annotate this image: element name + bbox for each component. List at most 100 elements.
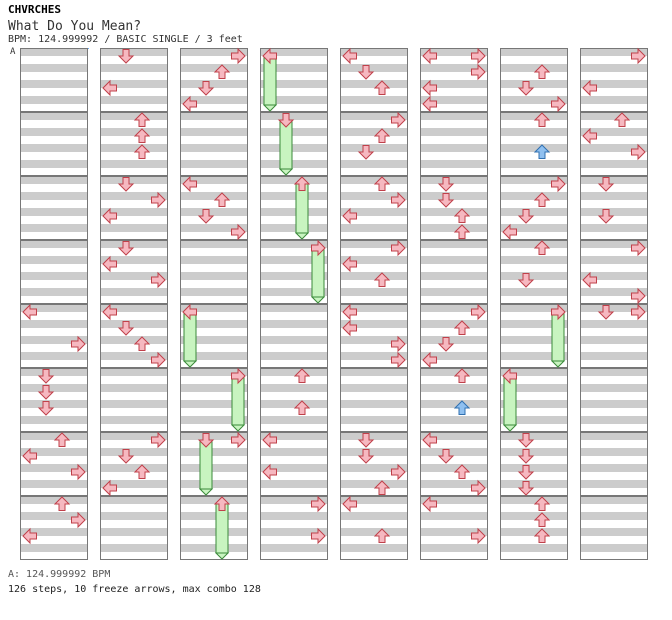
step-arrow-right [231,367,246,385]
step-arrow-left [182,95,197,113]
step-arrow-right [551,303,566,321]
step-arrow-up [213,192,231,207]
step-arrow-right [631,47,646,65]
freeze-body [295,183,309,234]
step-arrow-down [117,49,135,64]
step-arrow-right [551,95,566,113]
step-arrow-up [533,192,551,207]
freeze-body [215,503,229,554]
step-arrow-right [391,191,406,209]
step-arrow-right [231,431,246,449]
bpm-summary: A: 124.999992 BPM [8,569,111,580]
freeze-tail [230,424,246,432]
step-arrow-down [517,449,535,464]
measure-box [500,496,568,560]
step-arrow-left [422,79,437,97]
step-arrow-left [102,303,117,321]
step-arrow-down [517,465,535,480]
step-arrow-up [373,128,391,143]
step-arrow-right [471,527,486,545]
step-arrow-left [182,303,197,321]
measure-box [340,176,408,240]
step-arrow-right [551,175,566,193]
step-arrow-left [262,463,277,481]
measure-box [420,112,488,176]
step-arrow-left [422,495,437,513]
step-arrow-left [342,495,357,513]
freeze-tail [262,104,278,112]
artist-name: CHVRCHES [8,3,61,16]
step-arrow-up [613,112,631,127]
measure-box [20,368,88,432]
measure-box [20,432,88,496]
step-arrow-down [517,433,535,448]
step-arrow-up [453,368,471,383]
step-arrow-down [37,385,55,400]
step-arrow-left [102,207,117,225]
step-arrow-up [53,432,71,447]
step-arrow-up [213,64,231,79]
step-arrow-down [357,65,375,80]
bpm-marker-label: A [10,47,16,57]
step-arrow-left [502,367,517,385]
step-arrow-right [311,239,326,257]
freeze-tail [278,168,294,176]
step-arrow-left [422,431,437,449]
step-arrow-left [102,79,117,97]
measure-box [180,496,248,560]
step-arrow-up [293,400,311,415]
step-arrow-right [231,223,246,241]
step-arrow-left [262,47,277,65]
step-arrow-up [133,112,151,127]
step-arrow-down [117,321,135,336]
step-arrow-down [437,337,455,352]
measure-box [420,368,488,432]
step-arrow-up [533,64,551,79]
step-arrow-left [342,303,357,321]
measure-box [100,48,168,112]
measure-box [180,432,248,496]
step-arrow-left [102,255,117,273]
step-arrow-up [293,176,311,191]
step-arrow-up [53,496,71,511]
measure-box [100,240,168,304]
measure-box [500,112,568,176]
step-arrow-up [213,496,231,511]
measure-box [260,368,328,432]
step-arrow-left [502,223,517,241]
measure-box [100,496,168,560]
step-arrow-right [71,463,86,481]
song-title: What Do You Mean? [8,19,142,34]
step-arrow-down [517,81,535,96]
freeze-tail [198,488,214,496]
freeze-tail [502,424,518,432]
step-arrow-left [182,175,197,193]
measure-box [260,304,328,368]
step-arrow-down [517,273,535,288]
measure-box [340,368,408,432]
step-arrow-right [391,111,406,129]
measure-box [580,368,648,432]
step-arrow-down [357,145,375,160]
step-arrow-up [453,400,471,415]
step-arrow-up [453,208,471,223]
step-arrow-down [517,209,535,224]
measure-box [100,112,168,176]
measure-box [260,176,328,240]
step-arrow-right [231,47,246,65]
measure-box [20,48,88,112]
measure-box [580,432,648,496]
freeze-tail [550,360,566,368]
step-arrow-up [533,240,551,255]
step-arrow-down [37,401,55,416]
step-arrow-up [453,320,471,335]
step-arrow-up [133,464,151,479]
step-arrow-up [533,512,551,527]
step-stats: 126 steps, 10 freeze arrows, max combo 1… [8,584,261,595]
step-arrow-up [133,336,151,351]
step-arrow-left [342,255,357,273]
step-arrow-right [311,527,326,545]
step-arrow-left [22,527,37,545]
measure-box [340,432,408,496]
step-arrow-left [342,47,357,65]
